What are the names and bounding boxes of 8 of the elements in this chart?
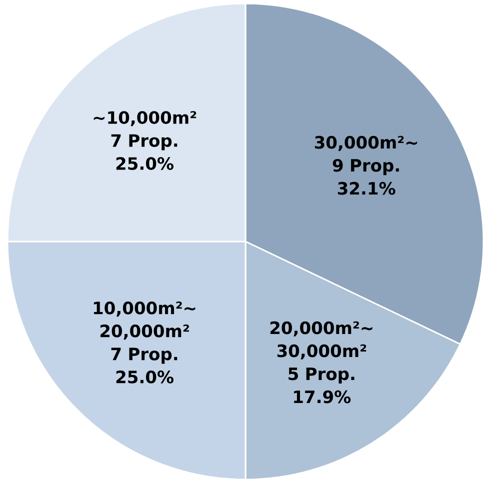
slice-label: 30,000m²~ <box>314 136 418 151</box>
data-label: 5 Prop. 17.9% <box>288 368 354 404</box>
data-label: 7 Prop. 25.0% <box>111 348 178 384</box>
slice-label: ~10,000m² <box>94 111 196 126</box>
data-label: 7 Prop. 25.0% <box>111 134 178 170</box>
slice-label: 10,000m²~ 20,000m² <box>94 302 196 340</box>
slice-label: 20,000m²~ 30,000m² <box>270 321 372 360</box>
data-label: 9 Prop. 32.1% <box>332 158 399 195</box>
